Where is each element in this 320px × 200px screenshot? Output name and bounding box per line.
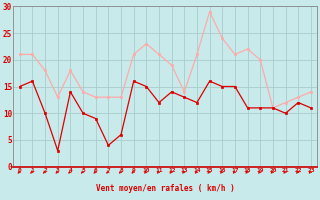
X-axis label: Vent moyen/en rafales ( km/h ): Vent moyen/en rafales ( km/h ) — [96, 184, 235, 193]
